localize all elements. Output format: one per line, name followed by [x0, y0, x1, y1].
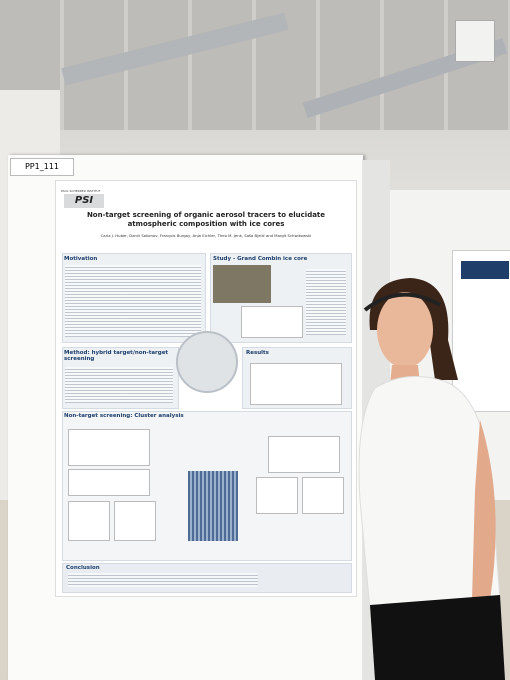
- arm: [472, 420, 496, 600]
- section-heading: Study - Grand Combin ice core: [213, 256, 308, 262]
- section-heading: Non-target screening: Cluster analysis: [64, 413, 184, 419]
- plot: [68, 469, 150, 496]
- plot: [256, 477, 298, 514]
- institute: PAUL SCHERRER INSTITUT: [61, 189, 101, 193]
- other-poster: [452, 250, 510, 412]
- plot: [250, 363, 342, 405]
- section-heading: Conclusion: [66, 565, 100, 571]
- text-block: [68, 573, 258, 587]
- person: [358, 278, 505, 680]
- other-poster-header: [461, 261, 509, 279]
- lab-photo: [176, 331, 238, 393]
- text-block: [65, 367, 173, 403]
- board-label: PP1_111: [10, 158, 74, 176]
- photo: [213, 265, 271, 303]
- plot: [114, 501, 156, 541]
- logo: PSI: [64, 194, 104, 208]
- poster: PAUL SCHERRER INSTITUT PSI Non-target sc…: [55, 180, 357, 597]
- section-heading: Motivation: [64, 256, 98, 262]
- text-block: [65, 265, 201, 337]
- plot: [68, 501, 110, 541]
- authors: Carla J. Huber, Daniil Salionov, Françoi…: [100, 233, 312, 238]
- text-block: [306, 269, 346, 335]
- sunglasses: [363, 292, 441, 312]
- plot: [241, 306, 303, 338]
- box: [455, 20, 495, 62]
- face: [377, 292, 433, 368]
- poster-title: Non-target screening of organic aerosol …: [86, 211, 326, 228]
- plot: [302, 477, 344, 514]
- plot: [268, 436, 340, 473]
- heatmap: [188, 471, 238, 541]
- plot: [68, 429, 150, 466]
- section-heading: Method: hybrid target/non-target screeni…: [64, 350, 169, 362]
- section-heading: Results: [246, 350, 269, 356]
- trousers: [370, 595, 505, 680]
